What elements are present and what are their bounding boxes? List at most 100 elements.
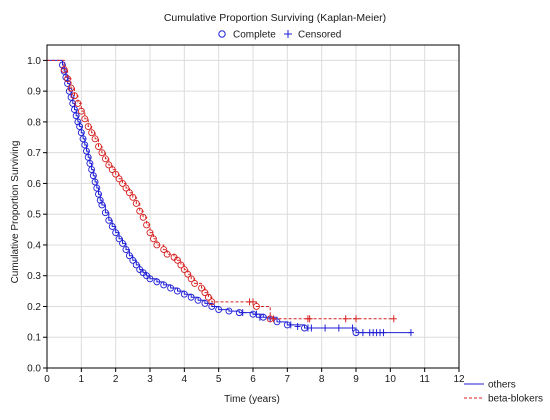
complete-marker <box>122 246 130 254</box>
complete-marker <box>160 246 168 254</box>
complete-marker <box>198 284 205 292</box>
complete-marker <box>93 184 101 192</box>
x-tick-label: 5 <box>216 374 222 385</box>
y-tick-label: 0.3 <box>27 271 41 282</box>
complete-marker <box>163 250 171 258</box>
complete-marker <box>67 93 75 101</box>
complete-marker <box>129 256 137 264</box>
censored-marker <box>380 329 387 337</box>
x-tick-label: 1 <box>79 374 85 385</box>
x-tick-label: 8 <box>319 374 325 385</box>
censored-marker <box>294 322 301 330</box>
y-tick-label: 0.9 <box>27 87 41 98</box>
legend-label-beta-blokers: beta-blokers <box>488 394 543 405</box>
censored-marker <box>322 324 329 332</box>
complete-marker <box>125 252 133 260</box>
complete-marker <box>225 307 233 315</box>
complete-marker <box>187 293 195 301</box>
complete-marker <box>76 123 84 130</box>
complete-marker <box>105 216 113 224</box>
censored-legend-symbol <box>284 30 292 38</box>
x-axis-title: Time (years) <box>224 394 280 405</box>
complete-marker <box>62 73 70 81</box>
complete-marker <box>112 170 120 178</box>
series-layer <box>47 59 414 337</box>
censored-marker <box>407 329 414 337</box>
complete-marker <box>59 61 66 69</box>
complete-marker <box>208 298 216 306</box>
censored-marker <box>342 315 349 323</box>
x-tick-label: 11 <box>419 374 430 385</box>
censored-marker <box>239 309 246 317</box>
censored-marker <box>349 324 356 332</box>
complete-marker <box>146 229 154 237</box>
censored-marker <box>308 324 315 332</box>
complete-marker <box>125 189 133 197</box>
complete-legend-symbol <box>218 30 226 38</box>
complete-marker <box>180 290 188 298</box>
y-tick-label: 0.0 <box>27 364 41 375</box>
complete-marker <box>115 235 123 243</box>
x-tick-label: 6 <box>250 374 256 385</box>
y-tick-label: 0.8 <box>27 117 41 128</box>
complete-marker <box>64 75 72 83</box>
complete-marker <box>71 92 78 100</box>
complete-marker <box>139 213 147 221</box>
x-tick-label: 0 <box>44 374 50 385</box>
complete-marker <box>91 135 99 143</box>
complete-marker <box>91 178 99 186</box>
chart-title: Cumulative Proportion Surviving (Kaplan-… <box>164 12 386 24</box>
axis-ticks: 0 1 2 3 4 5 6 7 8 9 10 11 120.00.10.20.30.40.50.60.7… <box>27 56 465 385</box>
complete-marker <box>108 166 116 174</box>
y-tick-label: 0.2 <box>27 302 41 313</box>
complete-marker <box>95 190 102 198</box>
complete-marker <box>132 199 140 207</box>
complete-marker <box>201 289 209 297</box>
complete-marker <box>122 184 130 192</box>
complete-marker <box>115 175 123 183</box>
complete-marker <box>86 159 94 167</box>
complete-marker <box>108 223 116 230</box>
censored-marker <box>270 315 277 323</box>
complete-marker <box>95 143 102 150</box>
y-tick-label: 0.6 <box>27 179 41 190</box>
censored-marker <box>335 324 342 332</box>
complete-marker <box>79 135 87 143</box>
complete-marker <box>101 209 109 217</box>
series-beta-blokers <box>47 59 397 323</box>
complete-marker <box>69 99 77 107</box>
complete-marker <box>101 155 109 163</box>
complete-marker <box>83 147 90 155</box>
complete-marker <box>71 106 78 114</box>
x-tick-label: 10 <box>385 374 397 385</box>
complete-marker <box>160 281 168 289</box>
complete-marker <box>215 306 223 314</box>
censored-marker <box>253 310 260 318</box>
complete-marker <box>180 266 188 274</box>
complete-marker <box>89 172 97 180</box>
x-tick-label: 4 <box>182 374 188 385</box>
complete-marker <box>72 112 80 120</box>
y-tick-label: 0.1 <box>27 333 41 344</box>
censored-marker <box>287 321 294 329</box>
complete-marker <box>129 193 137 201</box>
complete-marker <box>208 303 216 310</box>
complete-marker <box>67 84 75 92</box>
censored-marker <box>359 329 366 337</box>
complete-marker <box>105 161 113 169</box>
complete-marker <box>132 261 140 269</box>
complete-marker <box>146 275 154 283</box>
complete-marker <box>98 201 106 209</box>
complete-marker <box>177 261 185 269</box>
complete-marker <box>81 115 89 123</box>
censored-marker <box>306 315 313 323</box>
complete-marker <box>84 123 92 130</box>
x-tick-label: 12 <box>453 374 465 385</box>
complete-marker <box>167 284 175 292</box>
y-axis-title: Cumulative Proportion Surviving <box>10 141 21 284</box>
complete-marker <box>84 153 92 161</box>
x-tick-label: 2 <box>113 374 119 385</box>
line-legend: others beta-blokers <box>464 380 543 405</box>
complete-marker <box>77 129 85 137</box>
